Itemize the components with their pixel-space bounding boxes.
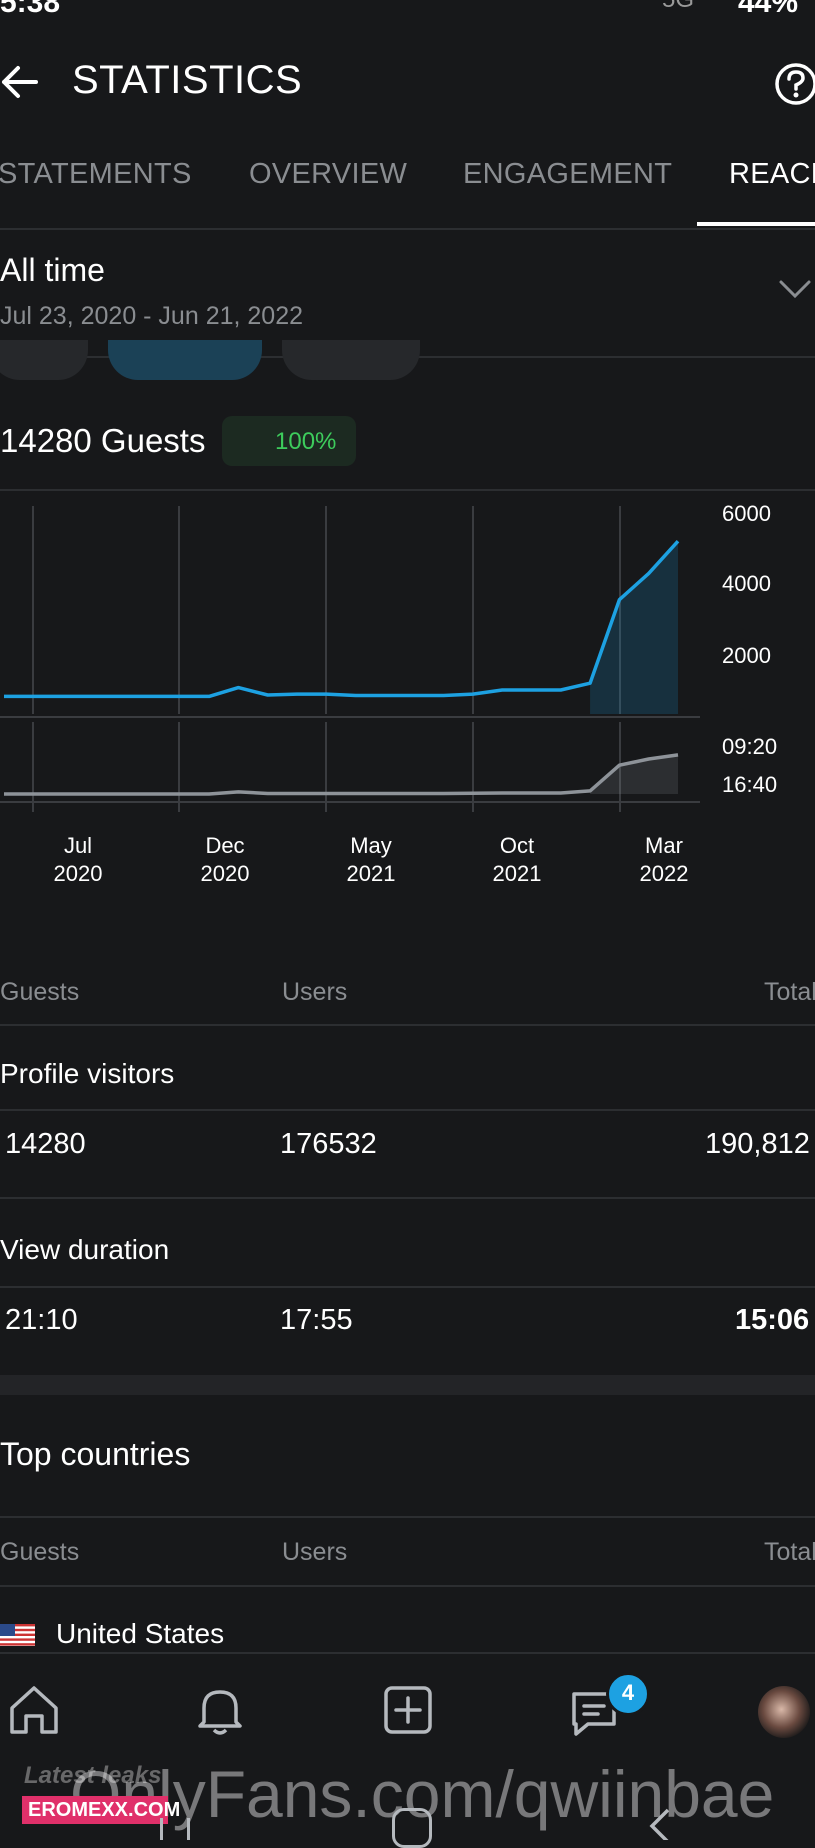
page-title: STATISTICS xyxy=(72,58,303,102)
countries-divider xyxy=(0,1516,815,1518)
row-divider xyxy=(0,1109,815,1111)
messages-badge: 4 xyxy=(606,1672,650,1716)
system-nav-recents-icon[interactable] xyxy=(160,1818,190,1840)
filter-chip[interactable] xyxy=(0,340,88,380)
add-post-icon[interactable] xyxy=(380,1682,436,1743)
x-tick-label: 2021 xyxy=(493,861,542,886)
countries-header-guests: Guests xyxy=(0,1538,80,1566)
countries-header-total: Total xyxy=(764,1538,815,1566)
period-label: All time xyxy=(0,252,105,288)
us-flag-icon xyxy=(0,1624,35,1646)
avatar[interactable] xyxy=(758,1686,810,1738)
profile-visitors-users: 176532 xyxy=(280,1128,377,1160)
countries-header-users: Users xyxy=(282,1538,348,1566)
guests-series-line xyxy=(4,540,680,699)
x-tick-label: Dec xyxy=(205,833,244,858)
watermark-site: EROMEXX.COM xyxy=(22,1796,180,1824)
filter-chip-selected[interactable] xyxy=(108,340,262,380)
x-tick-label: Mar xyxy=(645,833,683,858)
x-tick-label: 2022 xyxy=(640,861,689,886)
y-tick-label: 2000 xyxy=(722,643,771,668)
profile-visitors-guests: 14280 xyxy=(5,1128,86,1160)
status-time: 5:38 xyxy=(0,0,61,19)
back-arrow-icon[interactable] xyxy=(0,62,40,102)
guests-series-area xyxy=(590,541,678,714)
y-tick-label: 6000 xyxy=(722,501,771,526)
y-tick-label: 4000 xyxy=(722,571,771,596)
guests-percent-badge: 100% xyxy=(222,416,356,466)
view-duration-users: 17:55 xyxy=(280,1304,353,1336)
profile-visitors-label: Profile visitors xyxy=(0,1058,175,1089)
tabs-divider xyxy=(0,228,815,230)
y-tick-label: 09:20 xyxy=(722,734,777,759)
x-tick-label: 2020 xyxy=(54,861,103,886)
x-tick-label: 2020 xyxy=(201,861,250,886)
top-countries-title: Top countries xyxy=(0,1436,191,1472)
bell-icon[interactable] xyxy=(192,1682,248,1743)
chevron-down-icon xyxy=(778,278,812,305)
view-duration-guests: 21:10 xyxy=(5,1304,78,1336)
x-tick-label: 2021 xyxy=(347,861,396,886)
watermark-tag: Latest leaks xyxy=(24,1762,162,1789)
x-tick-label: May xyxy=(350,833,392,858)
col-header-total: Total xyxy=(764,978,815,1006)
table-header-divider xyxy=(0,1024,815,1026)
view-duration-total: 15:06 xyxy=(735,1304,810,1336)
filter-chip[interactable] xyxy=(282,340,420,380)
col-header-guests: Guests xyxy=(0,978,80,1006)
col-header-users: Users xyxy=(282,978,348,1006)
home-icon[interactable] xyxy=(6,1682,62,1743)
x-tick-label: Oct xyxy=(500,833,534,858)
tab-overview[interactable]: OVERVIEW xyxy=(249,158,408,190)
x-tick-label: Jul xyxy=(64,833,92,858)
tab-reach[interactable]: REACH xyxy=(729,158,815,190)
system-nav-back-icon[interactable] xyxy=(648,1808,672,1845)
status-bar: 5:38 5G 44% xyxy=(0,0,815,22)
summary-divider xyxy=(0,489,815,491)
tab-statements[interactable]: STATEMENTS xyxy=(0,158,192,190)
row-divider xyxy=(0,1197,815,1199)
reach-chart: 6000 4000 2000 09:20 16:40 Jul 2020 Dec 2020 May 2… xyxy=(0,501,777,886)
countries-header-divider xyxy=(0,1585,815,1587)
y-tick-label: 16:40 xyxy=(722,772,777,797)
guests-total: 14280 Guests xyxy=(0,422,206,459)
section-separator xyxy=(0,1375,815,1395)
status-network: 5G xyxy=(662,0,694,14)
active-tab-indicator xyxy=(697,222,815,226)
system-nav-home-icon[interactable] xyxy=(392,1808,432,1848)
help-icon[interactable] xyxy=(774,62,815,106)
period-selector[interactable]: All time Jul 23, 2020 - Jun 21, 2022 xyxy=(0,230,815,356)
tab-engagement[interactable]: ENGAGEMENT xyxy=(463,158,673,190)
period-range: Jul 23, 2020 - Jun 21, 2022 xyxy=(0,302,304,330)
row-divider xyxy=(0,1286,815,1288)
duration-series-line xyxy=(4,753,679,796)
country-name: United States xyxy=(56,1618,225,1649)
view-duration-label: View duration xyxy=(0,1234,170,1265)
duration-series-area xyxy=(590,754,678,794)
profile-visitors-total: 190,812 xyxy=(705,1128,810,1160)
status-battery: 44% xyxy=(738,0,799,19)
